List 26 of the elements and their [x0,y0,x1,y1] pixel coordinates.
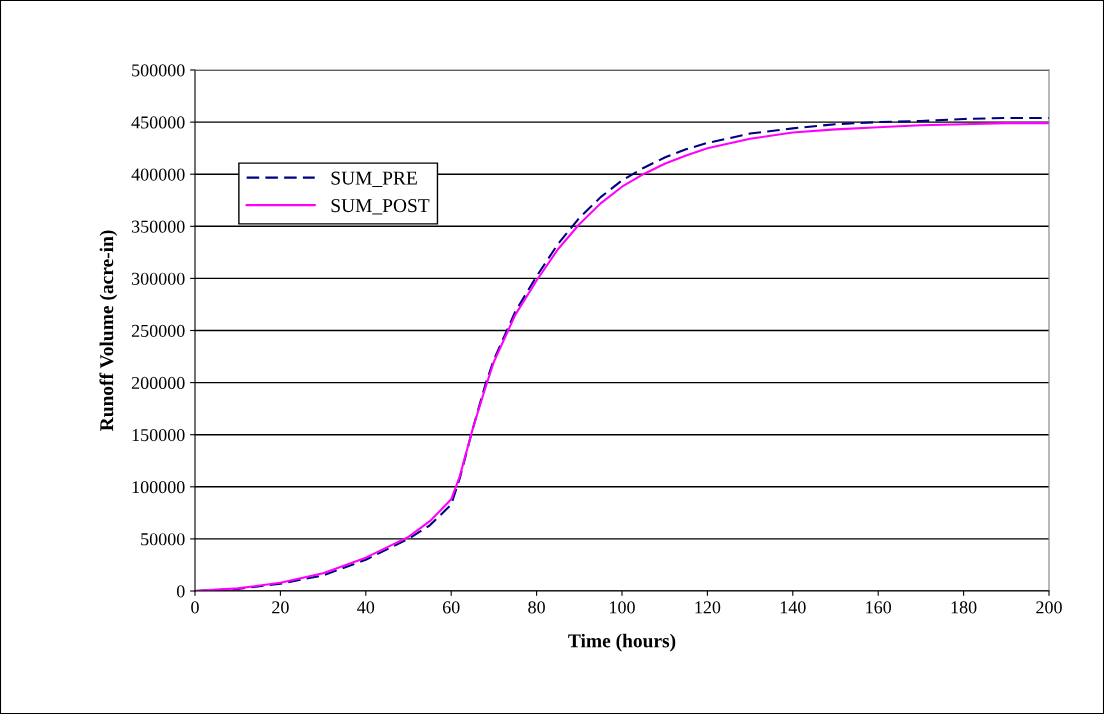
y-tick-label: 250000 [131,324,185,337]
x-axis-title: Time (hours) [568,633,676,652]
x-tick-label: 180 [951,601,977,614]
x-tick-label: 160 [866,601,892,614]
x-tick-label: 100 [610,601,635,614]
y-tick-label: 100000 [132,481,185,494]
x-tick-label: 60 [442,601,460,614]
x-tick-label: 0 [191,601,199,614]
x-tick-label: 120 [695,601,721,614]
y-tick-label: 0 [176,585,185,598]
y-tick-label: 350000 [131,220,185,233]
y-tick-label: 150000 [132,428,185,442]
y-tick-label: 400000 [131,168,185,181]
y-tick-label: 300000 [131,272,185,285]
y-tick-label: 50000 [141,533,185,546]
legend-label: SUM_PRE [331,171,417,187]
y-tick-label: 450000 [131,116,185,129]
x-tick-label: 140 [780,601,806,614]
y-tick-label: 500000 [132,64,185,77]
x-tick-label: 20 [272,601,289,614]
legend-label: SUM_POST [331,199,430,215]
y-axis-title: Runoff Volume (acre-in) [99,230,118,431]
x-tick-label: 80 [528,601,545,614]
x-tick-label: 40 [357,601,375,614]
x-tick-label: 200 [1036,601,1062,614]
y-tick-label: 200000 [131,376,185,390]
